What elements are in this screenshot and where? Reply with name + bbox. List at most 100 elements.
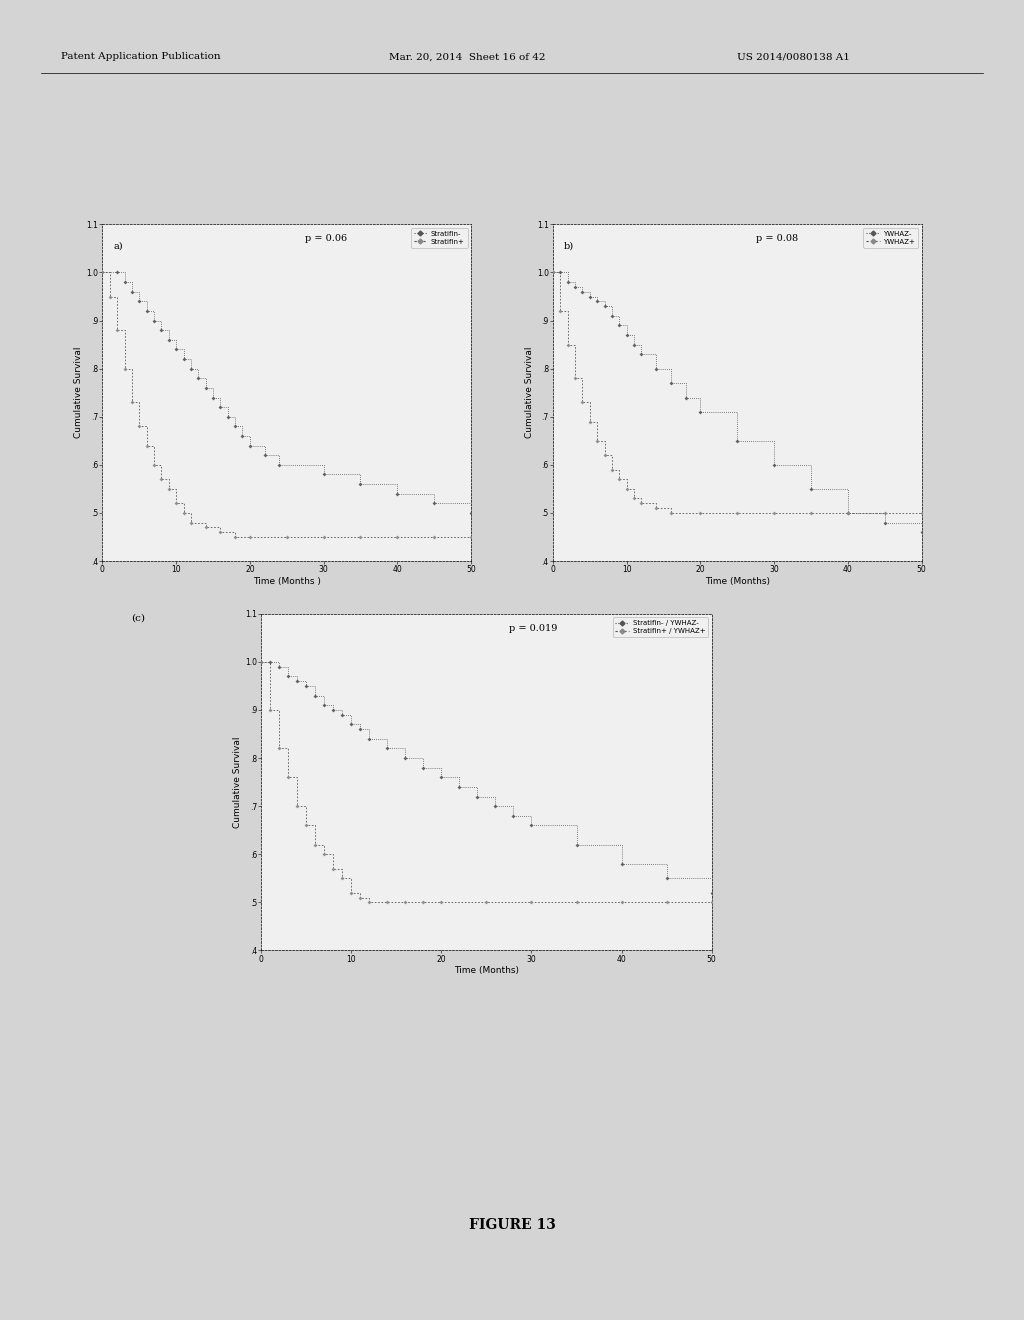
Point <box>559 334 575 355</box>
Point <box>307 685 324 706</box>
Point <box>397 747 414 768</box>
Point <box>334 867 350 888</box>
Point <box>161 478 177 499</box>
Point <box>182 512 199 533</box>
Point <box>94 261 111 282</box>
Point <box>703 882 720 903</box>
Point <box>415 758 431 779</box>
Point <box>352 718 369 739</box>
Point <box>198 378 214 399</box>
X-axis label: Time (Months): Time (Months) <box>705 577 770 586</box>
Y-axis label: Cumulative Survival: Cumulative Survival <box>525 347 534 438</box>
Text: a): a) <box>114 242 123 251</box>
Point <box>648 498 665 519</box>
Point <box>463 503 479 524</box>
Point <box>227 416 244 437</box>
Point <box>582 411 598 432</box>
Point <box>94 261 111 282</box>
Point <box>663 372 679 393</box>
Point <box>124 392 140 413</box>
Point <box>212 396 228 417</box>
Point <box>242 527 258 548</box>
Point <box>182 358 199 379</box>
Point <box>611 469 628 490</box>
Point <box>692 503 709 524</box>
Point <box>289 671 305 692</box>
Point <box>840 503 856 524</box>
Point <box>212 521 228 543</box>
Legend: Stratifin-, Stratifin+: Stratifin-, Stratifin+ <box>411 228 468 248</box>
Point <box>109 261 125 282</box>
Text: Mar. 20, 2014  Sheet 16 of 42: Mar. 20, 2014 Sheet 16 of 42 <box>389 53 546 61</box>
Point <box>198 517 214 539</box>
Point <box>227 527 244 548</box>
Point <box>315 527 332 548</box>
Text: Patent Application Publication: Patent Application Publication <box>61 53 221 61</box>
Point <box>433 767 450 788</box>
Point <box>389 527 406 548</box>
Point <box>663 503 679 524</box>
Point <box>877 512 893 533</box>
Point <box>352 887 369 908</box>
Point <box>567 368 584 389</box>
Point <box>256 445 272 466</box>
Point <box>803 503 819 524</box>
Point <box>289 796 305 817</box>
Point <box>271 454 288 475</box>
Point <box>168 339 184 360</box>
Point <box>877 503 893 524</box>
Point <box>325 858 341 879</box>
X-axis label: Time (Months): Time (Months) <box>454 966 519 975</box>
Point <box>334 705 350 726</box>
Point <box>452 776 468 797</box>
Point <box>117 272 133 293</box>
Point <box>343 882 359 903</box>
Point <box>271 656 288 677</box>
Legend: Stratifin- / YWHAZ-, Stratifin+ / YWHAZ+: Stratifin- / YWHAZ-, Stratifin+ / YWHAZ+ <box>612 618 709 638</box>
Point <box>523 892 540 913</box>
Text: (c): (c) <box>131 614 145 623</box>
Point <box>315 463 332 484</box>
Point <box>361 729 378 750</box>
Point <box>545 261 561 282</box>
Point <box>613 892 630 913</box>
Point <box>618 325 635 346</box>
Point <box>415 892 431 913</box>
Point <box>316 843 333 865</box>
Point <box>109 319 125 341</box>
Point <box>325 700 341 721</box>
Point <box>426 527 442 548</box>
Point <box>766 454 782 475</box>
Point <box>582 286 598 308</box>
Point <box>463 527 479 548</box>
Point <box>379 892 395 913</box>
Point <box>101 286 118 308</box>
Point <box>559 272 575 293</box>
Point <box>633 343 649 364</box>
Text: US 2014/0080138 A1: US 2014/0080138 A1 <box>737 53 850 61</box>
Point <box>253 651 269 672</box>
Point <box>280 767 296 788</box>
Point <box>613 853 630 874</box>
Point <box>589 430 605 451</box>
Point <box>175 503 191 524</box>
Point <box>117 358 133 379</box>
Point <box>298 676 314 697</box>
Point <box>469 785 485 807</box>
Point <box>487 796 504 817</box>
Point <box>262 651 279 672</box>
Text: b): b) <box>564 242 574 251</box>
Point <box>626 488 642 510</box>
Text: p = 0.06: p = 0.06 <box>305 235 347 243</box>
Point <box>604 305 621 326</box>
Point <box>426 492 442 513</box>
Point <box>138 301 155 322</box>
Point <box>279 527 295 548</box>
Point <box>729 430 745 451</box>
Point <box>379 738 395 759</box>
Point <box>568 834 585 855</box>
Point <box>352 527 369 548</box>
Point <box>574 392 591 413</box>
Point <box>190 368 207 389</box>
Point <box>913 503 930 524</box>
